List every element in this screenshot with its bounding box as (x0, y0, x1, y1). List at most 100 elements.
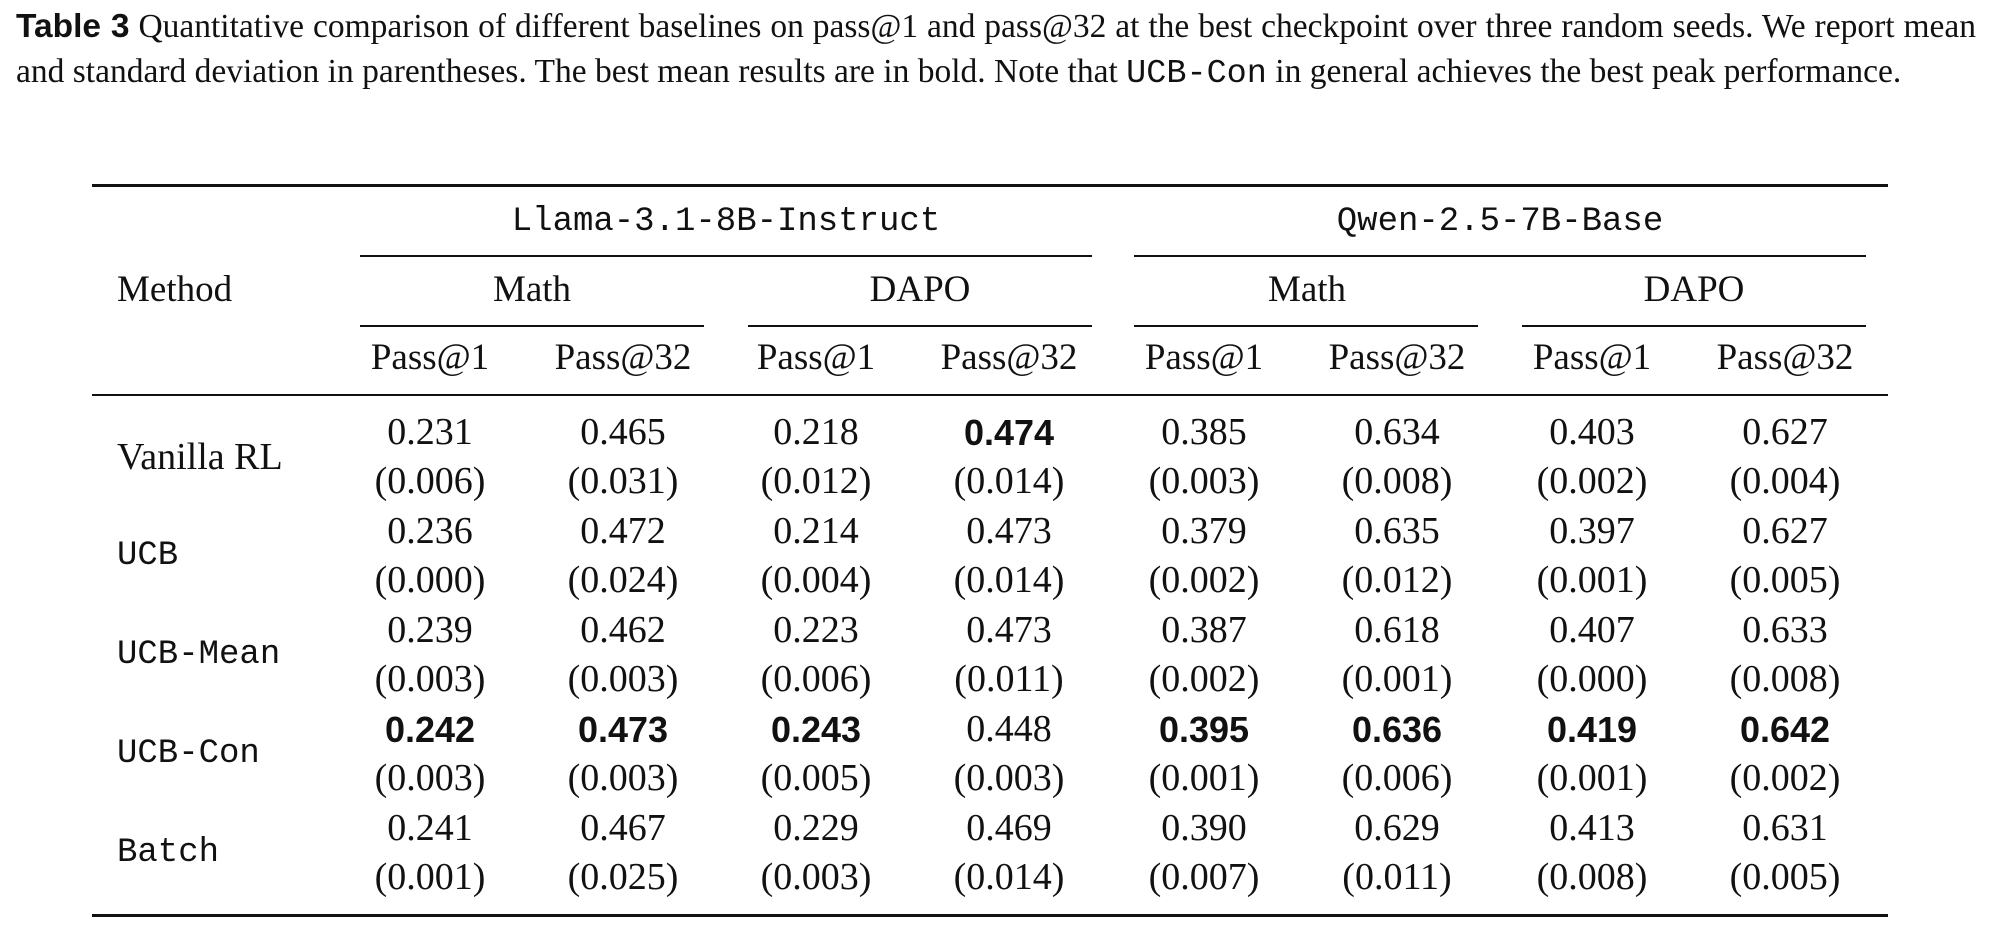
std-value: (0.025) (567, 856, 679, 898)
result-cell: 0.627 (0.004) (1690, 408, 1880, 506)
result-cell: 0.636 (0.006) (1302, 705, 1492, 803)
method-name: UCB (117, 537, 179, 575)
caption-text: Quantitative comparison of different bas… (16, 8, 1977, 90)
std-value: (0.011) (1342, 856, 1452, 898)
dataset-header: DAPO (1643, 269, 1745, 310)
std-value: (0.000) (1536, 658, 1648, 700)
model-rule-qwen (1134, 255, 1866, 257)
std-value: (0.003) (953, 757, 1065, 799)
mean-value: 0.379 (1161, 510, 1247, 552)
std-value: (0.003) (567, 658, 679, 700)
result-cell: 0.473 (0.011) (914, 606, 1104, 704)
std-value: (0.004) (760, 559, 872, 601)
metric-header: Pass@32 (940, 337, 1078, 378)
mean-value: 0.627 (1742, 411, 1828, 453)
result-cell: 0.419 (0.001) (1497, 705, 1687, 803)
mean-value: 0.385 (1161, 411, 1247, 453)
dataset-header: DAPO (869, 269, 971, 310)
best-mean-value: 0.636 (1351, 709, 1443, 750)
std-value: (0.001) (1536, 757, 1648, 799)
std-value: (0.003) (567, 757, 679, 799)
std-value: (0.002) (1729, 757, 1841, 799)
mean-value: 0.462 (580, 609, 666, 651)
result-cell: 0.239 (0.003) (335, 606, 525, 704)
dataset-header: Math (1267, 269, 1347, 310)
best-mean-value: 0.642 (1739, 709, 1831, 750)
std-value: (0.012) (760, 460, 872, 502)
result-cell: 0.627 (0.005) (1690, 507, 1880, 605)
method-header: Method (117, 269, 233, 310)
std-value: (0.008) (1341, 460, 1453, 502)
std-value: (0.005) (760, 757, 872, 799)
mean-value: 0.469 (966, 807, 1052, 849)
result-cell: 0.395 (0.001) (1109, 705, 1299, 803)
model-header-qwen: Qwen-2.5-7B-Base (1336, 203, 1664, 241)
result-cell: 0.387 (0.002) (1109, 606, 1299, 704)
std-value: (0.014) (953, 460, 1065, 502)
result-cell: 0.214 (0.004) (721, 507, 911, 605)
mean-value: 0.473 (966, 609, 1052, 651)
mean-value: 0.223 (773, 609, 859, 651)
mean-value: 0.231 (387, 411, 473, 453)
result-cell: 0.223 (0.006) (721, 606, 911, 704)
std-value: (0.002) (1148, 658, 1260, 700)
std-value: (0.005) (1729, 856, 1841, 898)
std-value: (0.011) (954, 658, 1064, 700)
dataset-header: Math (492, 269, 572, 310)
result-cell: 0.218 (0.012) (721, 408, 911, 506)
result-cell: 0.642 (0.002) (1690, 705, 1880, 803)
result-cell: 0.403 (0.002) (1497, 408, 1687, 506)
metric-header: Pass@32 (1716, 337, 1854, 378)
mean-value: 0.634 (1354, 411, 1440, 453)
best-mean-value: 0.473 (577, 709, 669, 750)
result-cell: 0.474 (0.014) (914, 408, 1104, 506)
best-mean-value: 0.395 (1158, 709, 1250, 750)
mean-value: 0.473 (966, 510, 1052, 552)
mean-value: 0.472 (580, 510, 666, 552)
result-cell: 0.634 (0.008) (1302, 408, 1492, 506)
std-value: (0.014) (953, 856, 1065, 898)
method-name: Batch (117, 834, 220, 872)
table-bottom-rule (92, 914, 1888, 917)
best-mean-value: 0.474 (963, 412, 1055, 453)
std-value: (0.004) (1729, 460, 1841, 502)
metric-header: Pass@32 (554, 337, 692, 378)
metric-header: Pass@1 (1144, 337, 1264, 378)
std-value: (0.001) (1536, 559, 1648, 601)
best-mean-value: 0.243 (770, 709, 862, 750)
model-header-llama: Llama-3.1-8B-Instruct (511, 203, 941, 241)
caption-code: UCB-Con (1126, 55, 1267, 93)
std-value: (0.007) (1148, 856, 1260, 898)
std-value: (0.001) (1148, 757, 1260, 799)
mean-value: 0.465 (580, 411, 666, 453)
result-cell: 0.379 (0.002) (1109, 507, 1299, 605)
std-value: (0.031) (567, 460, 679, 502)
result-cell: 0.407 (0.000) (1497, 606, 1687, 704)
dataset-rule-1 (748, 325, 1092, 327)
table-label: Table 3 (16, 8, 130, 45)
std-value: (0.024) (567, 559, 679, 601)
mean-value: 0.236 (387, 510, 473, 552)
result-cell: 0.236 (0.000) (335, 507, 525, 605)
mean-value: 0.390 (1161, 807, 1247, 849)
mean-value: 0.241 (387, 807, 473, 849)
result-cell: 0.467 (0.025) (528, 804, 718, 902)
mean-value: 0.629 (1354, 807, 1440, 849)
mean-value: 0.627 (1742, 510, 1828, 552)
std-value: (0.008) (1536, 856, 1648, 898)
result-cell: 0.633 (0.008) (1690, 606, 1880, 704)
table-caption: Table 3 Quantitative comparison of diffe… (16, 4, 1976, 97)
std-value: (0.006) (374, 460, 486, 502)
result-cell: 0.631 (0.005) (1690, 804, 1880, 902)
std-value: (0.006) (760, 658, 872, 700)
mean-value: 0.407 (1549, 609, 1635, 651)
result-cell: 0.243 (0.005) (721, 705, 911, 803)
std-value: (0.000) (374, 559, 486, 601)
metric-header: Pass@1 (1532, 337, 1652, 378)
best-mean-value: 0.419 (1546, 709, 1638, 750)
result-cell: 0.231 (0.006) (335, 408, 525, 506)
best-mean-value: 0.242 (384, 709, 476, 750)
std-value: (0.001) (1341, 658, 1453, 700)
metric-header: Pass@1 (370, 337, 490, 378)
mean-value: 0.618 (1354, 609, 1440, 651)
